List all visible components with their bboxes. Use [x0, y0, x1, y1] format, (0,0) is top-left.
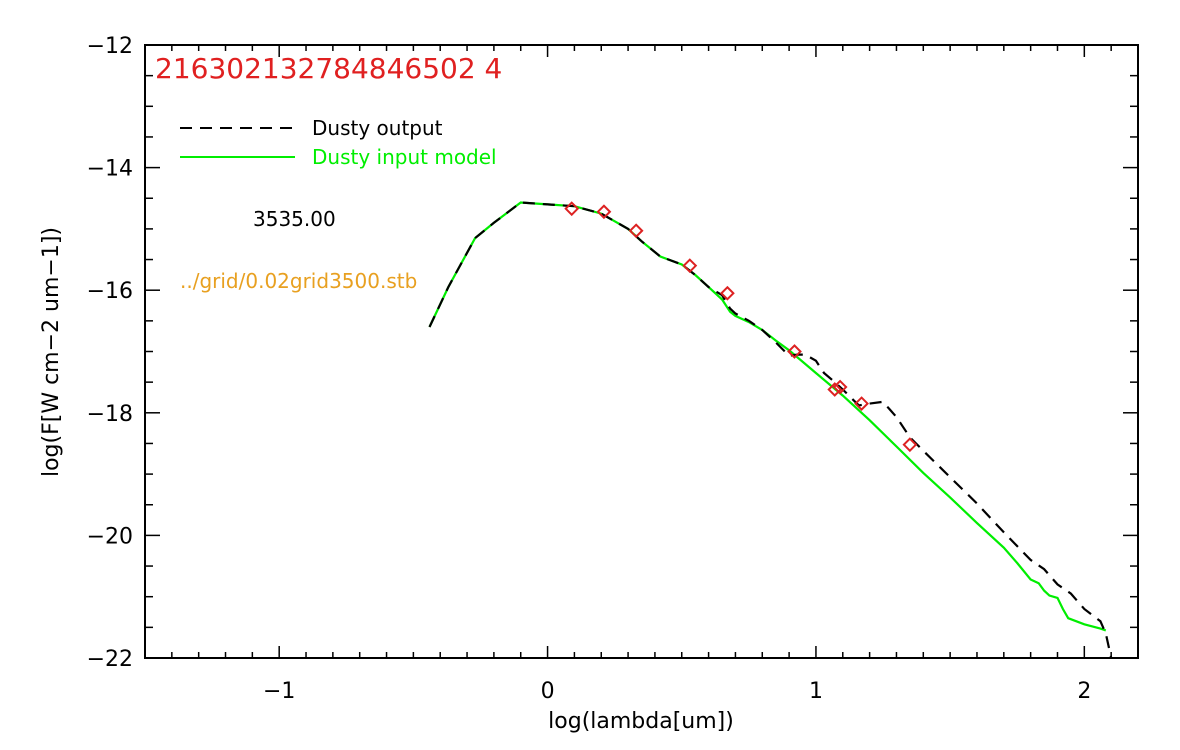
photometry-point — [832, 379, 848, 395]
x-axis-title: log(lambda[um]) — [548, 709, 734, 734]
photometry-point — [902, 437, 918, 453]
y-tick-label: −12 — [87, 34, 133, 59]
x-tick-label: 0 — [541, 679, 555, 704]
y-tick-label: −14 — [87, 157, 133, 182]
y-tick-label: −16 — [87, 279, 133, 304]
temperature-label: 3535.00 — [253, 207, 336, 231]
y-tick-label: −18 — [87, 402, 133, 427]
x-tick-label: 2 — [1077, 679, 1091, 704]
photometry-point — [564, 201, 580, 217]
x-tick-label: −1 — [263, 679, 295, 704]
photometry-point — [682, 258, 698, 274]
photometry-point — [854, 396, 869, 412]
ticks: −1 0 1 2 −22 −20 −18 −16 −14 −12 — [87, 34, 1138, 704]
y-axis-title: log(F[W cm−2 um−1]) — [39, 227, 64, 477]
plot-frame — [144, 44, 1139, 659]
dusty-input-model-line — [428, 201, 1107, 632]
photometry-point — [827, 382, 843, 397]
legend-dusty-output-label: Dusty output — [312, 116, 443, 140]
photometry-point — [596, 204, 612, 220]
grid-file-label: ../grid/0.02grid3500.stb — [180, 269, 417, 293]
star-id-label: 216302132784846502 4 — [155, 52, 502, 85]
series-layer — [428, 201, 1113, 659]
x-tick-label: 1 — [809, 679, 823, 704]
y-tick-label: −22 — [87, 647, 133, 672]
dusty-output-line — [428, 201, 1113, 659]
legend-input-model-label: Dusty input model — [312, 145, 497, 169]
y-tick-label: −20 — [87, 524, 133, 549]
photometry-point — [719, 285, 735, 301]
photometry-point — [787, 344, 802, 359]
photometry-point — [628, 223, 644, 239]
